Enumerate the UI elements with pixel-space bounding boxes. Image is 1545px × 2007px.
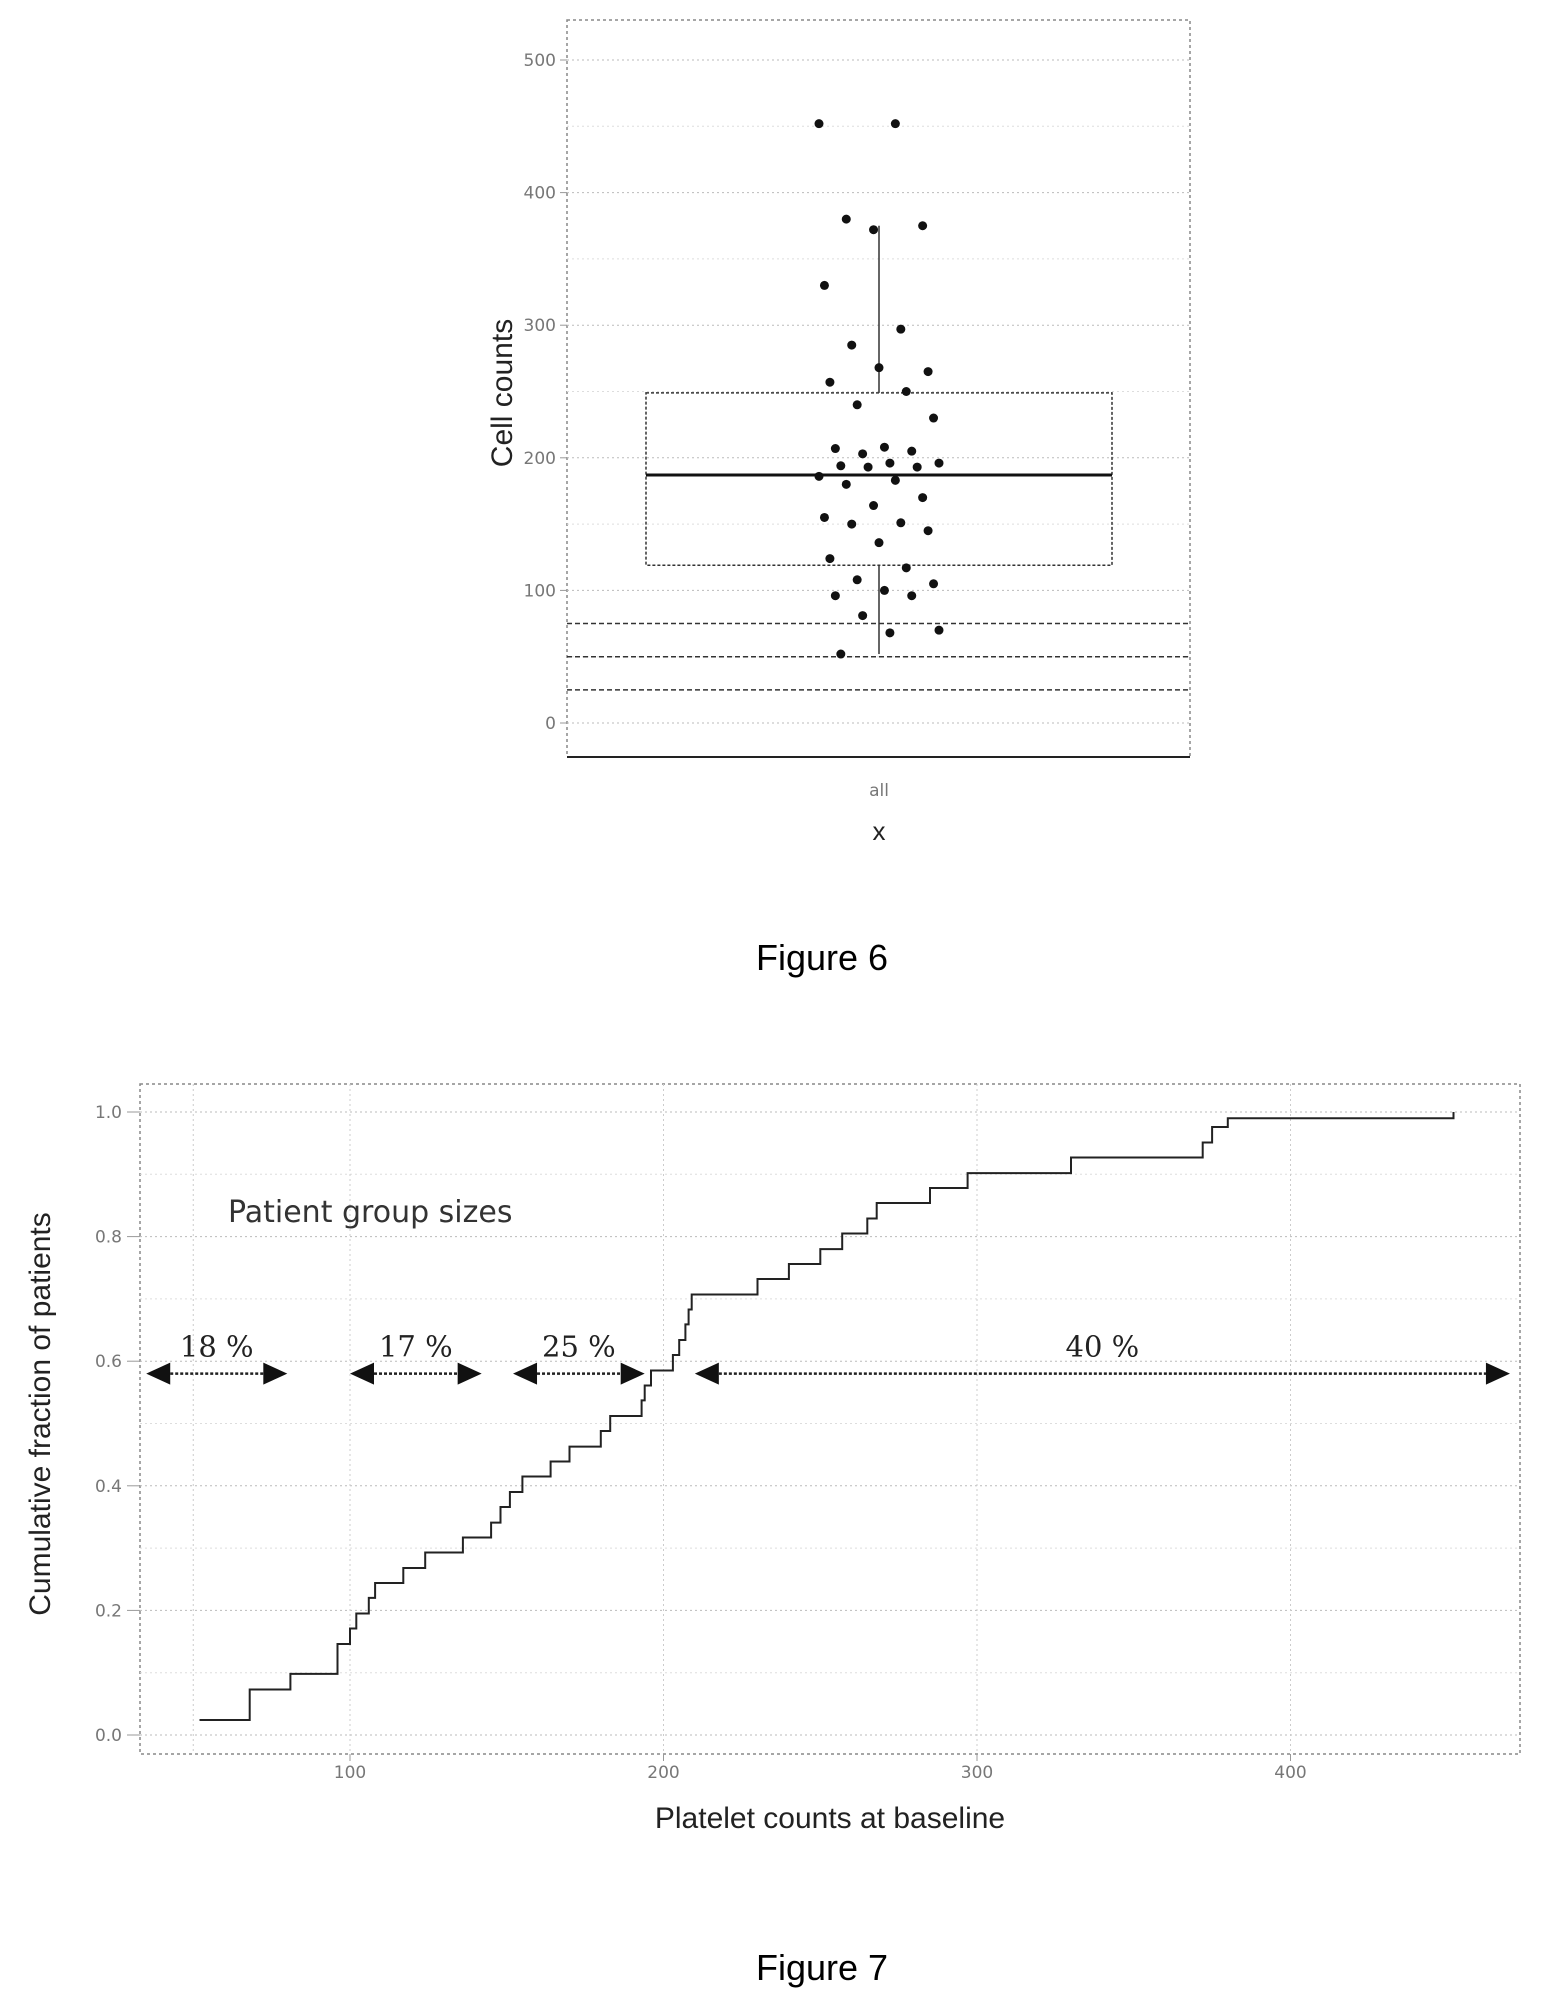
- y-tick-label: 300: [524, 316, 556, 336]
- y-tick-label: 0.4: [95, 1477, 122, 1497]
- y-tick-label: 0.2: [95, 1601, 122, 1621]
- data-point: [885, 458, 895, 468]
- data-point: [869, 225, 879, 235]
- data-point: [890, 119, 900, 129]
- data-point: [841, 479, 851, 489]
- group-size-label: 40 %: [1066, 1330, 1140, 1364]
- arrow-head-left: [513, 1362, 538, 1385]
- gridlines: [140, 1084, 1520, 1754]
- y-axis-title: Cell counts: [486, 319, 519, 467]
- data-point: [901, 563, 911, 573]
- arrow-head-left: [146, 1362, 171, 1385]
- data-point: [825, 554, 835, 564]
- box-and-whisker: [645, 225, 1113, 655]
- x-tick-labels: 100 200 300 400: [334, 1754, 1307, 1783]
- group-arrow: 40 %: [694, 1330, 1510, 1385]
- data-point: [847, 519, 857, 529]
- y-axis-title: Cumulative fraction of patients: [24, 1212, 57, 1616]
- arrow-head-left: [350, 1362, 374, 1385]
- group-size-label: 17 %: [379, 1330, 453, 1364]
- data-point: [918, 221, 928, 231]
- data-point: [907, 591, 917, 601]
- arrow-head-right: [1485, 1362, 1510, 1385]
- data-point: [819, 280, 829, 290]
- data-point: [836, 461, 846, 471]
- x-axis-title: Platelet counts at baseline: [655, 1802, 1005, 1835]
- x-tick-label: all: [869, 781, 889, 801]
- data-point: [929, 579, 939, 589]
- cumulative-step-chart: 18 % 17 % 25 % 40 % 0.0 0.2 0.4 0.6 0.8 1.0 100 2…: [24, 1083, 1521, 1835]
- arrow-head-right: [620, 1362, 645, 1385]
- y-tick-label: 500: [524, 51, 556, 71]
- annotation-title: Patient group sizes: [228, 1195, 512, 1230]
- data-point: [890, 475, 900, 485]
- y-tick-label: 0: [545, 714, 556, 734]
- y-tick-label: 0.6: [95, 1352, 122, 1372]
- y-tick-label: 1.0: [95, 1103, 122, 1123]
- data-point: [836, 649, 846, 659]
- data-point: [841, 214, 851, 224]
- data-point: [814, 471, 824, 481]
- data-point: [825, 377, 835, 387]
- data-point: [907, 446, 917, 456]
- group-arrows: 18 % 17 % 25 % 40 %: [146, 1330, 1510, 1385]
- data-point: [918, 493, 928, 503]
- x-tick-label: 300: [961, 1763, 993, 1783]
- y-tick-label: 100: [524, 581, 556, 601]
- figure-7-caption: Figure 7: [756, 1947, 888, 1988]
- box-plot-chart: 0 100 200 300 400 500 all Cell counts x: [486, 19, 1191, 846]
- y-tick-labels: 0 100 200 300 400 500: [524, 51, 567, 734]
- data-point: [874, 538, 884, 548]
- arrow-head-right: [457, 1362, 482, 1385]
- data-point: [869, 501, 879, 511]
- data-point: [830, 444, 840, 454]
- plot-panel: [566, 19, 1191, 758]
- y-tick-label: 400: [524, 184, 556, 204]
- data-point: [830, 591, 840, 601]
- data-point: [819, 512, 829, 522]
- arrow-head-left: [694, 1362, 719, 1385]
- data-point: [852, 400, 862, 410]
- group-arrow: 17 %: [350, 1330, 482, 1385]
- y-tick-label: 200: [524, 449, 556, 469]
- y-tick-label: 0.8: [95, 1228, 122, 1248]
- data-point: [934, 625, 944, 635]
- data-point: [912, 462, 922, 472]
- y-tick-label: 0.0: [95, 1726, 122, 1746]
- box-iqr: [645, 392, 1113, 566]
- data-point: [923, 526, 933, 536]
- x-tick-label: 200: [647, 1763, 679, 1783]
- group-size-label: 25 %: [542, 1330, 616, 1364]
- data-point: [929, 413, 939, 423]
- data-point: [879, 442, 889, 452]
- x-axis-title: x: [873, 816, 886, 846]
- group-arrow: 25 %: [513, 1330, 645, 1385]
- data-points: [814, 119, 944, 659]
- data-point: [923, 367, 933, 377]
- data-point: [814, 119, 824, 129]
- arrow-head-right: [263, 1362, 288, 1385]
- x-tick-label: 400: [1274, 1763, 1306, 1783]
- data-point: [852, 575, 862, 585]
- x-tick-label: 100: [334, 1763, 366, 1783]
- data-point: [901, 387, 911, 396]
- data-point: [934, 458, 944, 468]
- y-tick-labels: 0.0 0.2 0.4 0.6 0.8 1.0: [95, 1103, 140, 1746]
- group-arrow: 18 %: [146, 1330, 288, 1385]
- data-point: [885, 628, 895, 638]
- group-size-label: 18 %: [180, 1330, 254, 1364]
- cumulative-step-line: [199, 1112, 1455, 1721]
- data-point: [879, 585, 889, 595]
- figure-6-caption: Figure 6: [756, 937, 888, 978]
- plot-panel: [139, 1083, 1521, 1755]
- data-point: [896, 518, 906, 528]
- data-point: [858, 449, 868, 459]
- data-point: [863, 462, 873, 472]
- data-point: [896, 324, 906, 334]
- data-point: [847, 340, 857, 350]
- reference-lines: [567, 622, 1190, 758]
- data-point: [858, 611, 868, 621]
- data-point: [874, 363, 884, 373]
